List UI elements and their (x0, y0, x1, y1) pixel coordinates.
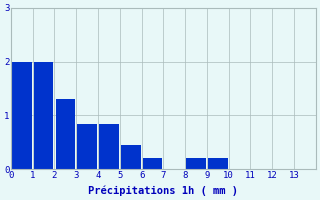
Bar (56, 99, 75, 169)
Bar (34, 62, 53, 169)
Bar (77, 124, 97, 169)
Bar (12, 62, 32, 169)
Bar (121, 145, 140, 169)
Bar (99, 124, 119, 169)
Bar (143, 158, 162, 169)
Bar (208, 158, 228, 169)
Bar (186, 158, 206, 169)
X-axis label: Précipitations 1h ( mm ): Précipitations 1h ( mm ) (88, 185, 238, 196)
